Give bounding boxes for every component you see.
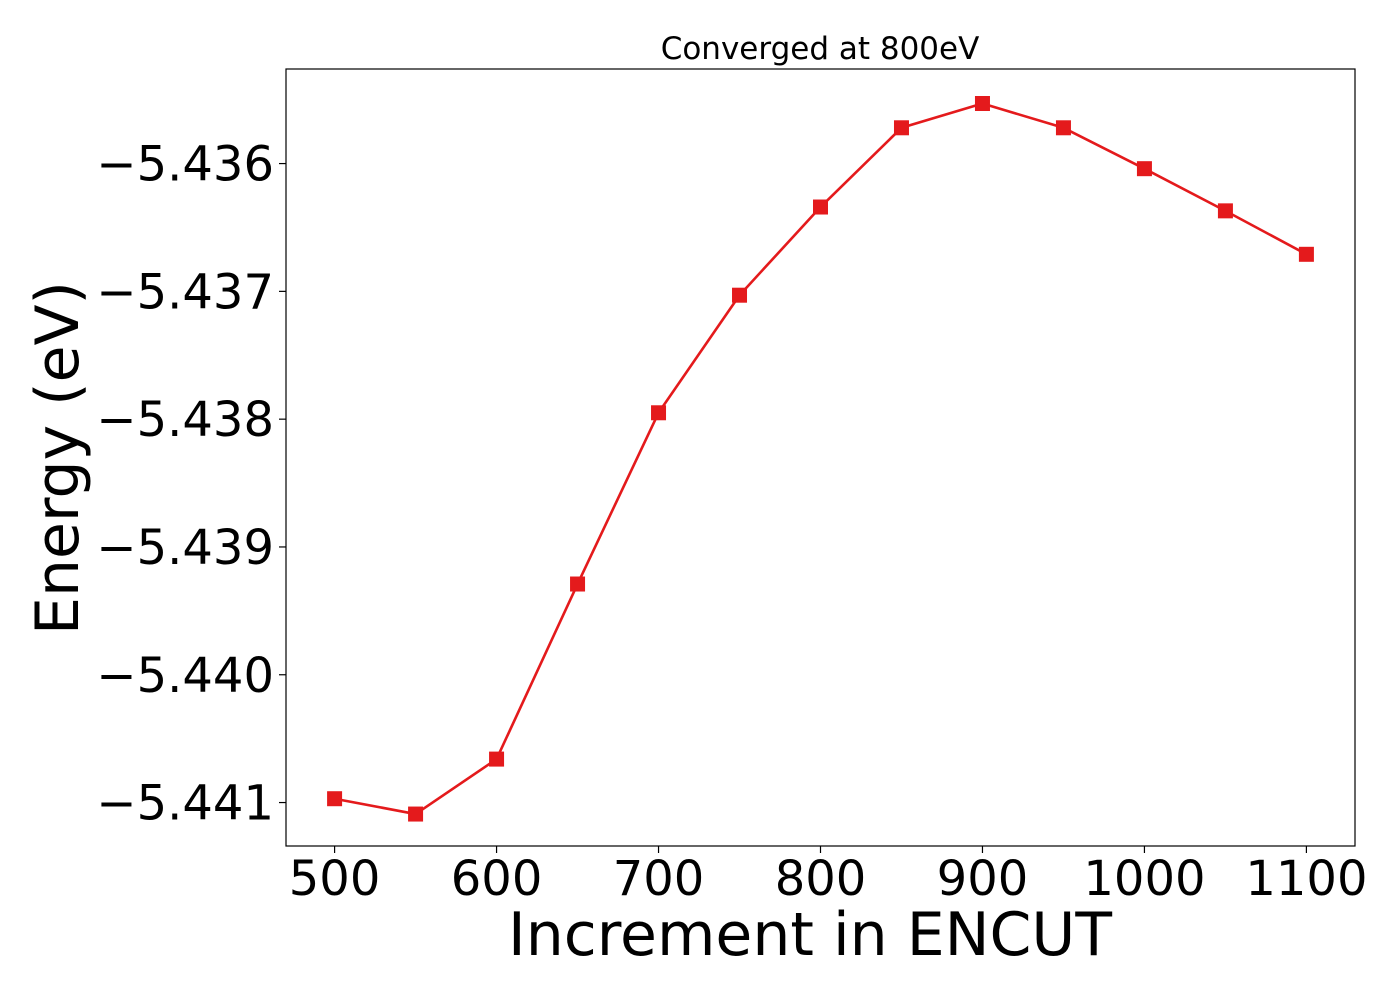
x-axis: 500 600 700 800 900 1000 1100 (289, 846, 1367, 907)
x-tick-label: 800 (775, 851, 867, 907)
y-tick-label: −5.438 (96, 392, 274, 448)
data-point-marker (813, 199, 828, 215)
data-point-marker (408, 806, 424, 822)
y-tick-label: −5.441 (96, 776, 274, 832)
data-point-marker (489, 751, 505, 767)
data-point-marker (1298, 246, 1314, 262)
y-tick-label: −5.437 (96, 264, 274, 320)
x-tick-label: 600 (451, 851, 543, 907)
data-point-marker (651, 405, 667, 421)
data-point-marker (570, 576, 586, 592)
x-tick-label: 1000 (1083, 851, 1205, 907)
x-tick-label: 900 (937, 851, 1029, 907)
x-tick-label: 700 (613, 851, 705, 907)
data-point-marker (327, 791, 343, 807)
y-tick-label: −5.439 (96, 520, 274, 576)
plot-area (327, 96, 1314, 822)
data-point-marker (1136, 161, 1152, 177)
x-tick-label: 1100 (1245, 851, 1367, 907)
chart-title: Converged at 800eV (661, 31, 980, 67)
y-axis-label: Energy (eV) (23, 281, 93, 635)
data-point-marker (893, 120, 909, 136)
data-point-marker (1217, 203, 1233, 219)
y-tick-label: −5.436 (96, 137, 274, 193)
data-point-marker (732, 287, 748, 303)
x-tick-label: 500 (289, 851, 381, 907)
data-point-marker (1055, 120, 1071, 136)
y-tick-label: −5.440 (96, 648, 274, 704)
x-axis-label: Increment in ENCUT (508, 900, 1112, 970)
data-point-marker (974, 96, 990, 112)
y-axis: −5.441 −5.440 −5.439 −5.438 −5.437 −5.436 (96, 137, 286, 832)
